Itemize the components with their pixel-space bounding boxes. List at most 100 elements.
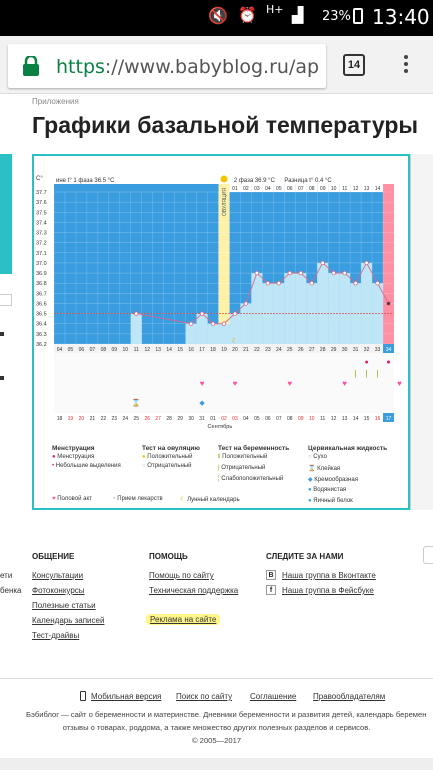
temp-line-segment (322, 262, 334, 274)
footer-link[interactable]: Тест-драйвы (32, 631, 80, 640)
y-tick-label: 37.5 (36, 210, 47, 216)
top-day-cell (350, 184, 362, 192)
y-tick-label: 36.4 (36, 322, 47, 328)
y-tick-label: 37.6 (36, 200, 47, 206)
today-date-cell (383, 413, 394, 422)
y-tick-label: 36.5 (36, 312, 47, 318)
legend-item: ¦ Слабоположительный (218, 476, 284, 482)
temp-point (210, 321, 216, 326)
copyright-year: © 2005—2017 (191, 736, 242, 745)
footer-nav-link[interactable]: Поиск по сайту (176, 692, 233, 701)
cycle-day-label: 14 (166, 347, 172, 353)
y-tick-label: 36.3 (36, 332, 47, 338)
overflow-menu-icon[interactable] (398, 52, 414, 78)
temp-point (386, 301, 391, 306)
y-tick-label: 36.6 (36, 301, 47, 307)
tab-switcher-button[interactable]: 14 (343, 54, 365, 76)
cycle-day-label: 21 (243, 347, 249, 353)
footer-link[interactable]: Календарь записей (32, 616, 105, 625)
right-panel-edge (410, 154, 433, 510)
cycle-day-label: 18 (210, 347, 216, 353)
y-tick-label: 37.7 (36, 190, 47, 196)
footer-link[interactable]: Техническая поддержка (149, 586, 239, 595)
ovulation-column (218, 184, 230, 344)
cycle-day-label: 17 (199, 347, 205, 353)
footer-link[interactable]: Консультации (32, 571, 84, 580)
egg-white-icon: ● (308, 498, 312, 504)
marker-area (54, 353, 394, 413)
heart-marker: ♥ (342, 379, 347, 388)
footer-link[interactable]: Фотоконкурсы (32, 586, 85, 595)
footer-link[interactable]: Помощь по сайту (149, 571, 214, 580)
cycle-day-label: 30 (342, 347, 348, 353)
footer-heading: ПОМОЩЬ (149, 552, 188, 561)
date-label: 21 (90, 416, 96, 422)
temp-line-segment (234, 303, 247, 314)
heart-marker: ♥ (200, 379, 205, 388)
cycle-day-label: 32 (364, 347, 370, 353)
top-day-label: 05 (276, 186, 282, 192)
cream-icon: ◆ (308, 477, 313, 483)
circle-icon: ○ (308, 454, 312, 460)
footer-nav-link[interactable]: Соглашение (250, 692, 297, 701)
cut-link[interactable]: бенка (0, 586, 22, 595)
top-day-label: 09 (320, 186, 326, 192)
heart-marker: ♥ (287, 379, 292, 388)
date-label: 01 (210, 416, 216, 422)
footer-nav-link[interactable]: Правообладателям (313, 692, 386, 701)
footer-link[interactable]: Полезные статьи (32, 601, 96, 610)
temp-bar (361, 262, 373, 344)
temp-point (298, 270, 303, 276)
temp-line-segment (256, 272, 269, 284)
cycle-day-label: 26 (298, 347, 304, 353)
temp-line-segment (245, 272, 258, 304)
date-label: 12 (331, 416, 337, 422)
cycle-day-label: 08 (101, 347, 107, 353)
legend-item: • Небольшие выделения (52, 463, 121, 469)
cycle-day-label: 33 (375, 347, 381, 353)
temp-bar (317, 262, 329, 344)
temp-line-segment (278, 272, 291, 284)
legend-cervical-title: Цервикальная жидкость (308, 445, 388, 452)
top-day-label: 14 (375, 186, 381, 192)
network-type: H+ (266, 3, 284, 16)
top-day-label: 10 (331, 186, 337, 192)
date-label: 15 (364, 416, 370, 422)
drop-marker: ● (364, 359, 368, 366)
cycle-day-label: 29 (331, 347, 337, 353)
legend-item: ● Положительный (142, 454, 193, 460)
sun-icon (220, 175, 228, 183)
top-day-label: 08 (309, 186, 315, 192)
y-tick-label: 37.3 (36, 231, 47, 237)
temp-line-segment (136, 313, 192, 325)
bbt-chart: ине t° 1 фаза 36.5 °C 2 фаза 36.9 °C Разни… (34, 156, 408, 508)
cut-link[interactable]: ети (0, 571, 13, 580)
date-label: 10 (309, 416, 315, 422)
drop-icon: ● (52, 454, 56, 460)
legend-item: ● Водянистая (308, 487, 347, 493)
cycle-day-label: 20 (232, 347, 238, 353)
mobile-icon (80, 691, 86, 701)
date-label: 30 (188, 416, 194, 422)
cycle-day-label: 10 (123, 347, 129, 353)
breadcrumb[interactable]: Приложения (32, 97, 79, 106)
url-text: https://www.babyblog.ru/ap (56, 56, 320, 78)
footer-link[interactable]: Наша группа в Вконтакте (282, 571, 376, 580)
footer-link-ads[interactable]: Реклама на сайте (146, 614, 221, 625)
copyright-text: Бэбиблог — сайт о беременности и материн… (26, 710, 427, 719)
cut-button[interactable] (423, 546, 433, 564)
footer-nav-link[interactable]: Мобильная версия (91, 692, 162, 701)
footer-link[interactable]: Наша группа в Фейсбуке (282, 586, 374, 595)
temp-bar (130, 313, 142, 344)
bbt-chart-svg[interactable]: ине t° 1 фаза 36.5 °C 2 фаза 36.9 °C Разни… (34, 156, 408, 446)
date-label: 28 (166, 416, 172, 422)
cycle-day-label: 24 (276, 347, 282, 353)
date-label: 31 (199, 416, 205, 422)
temp-bar (372, 283, 384, 344)
page-title: Графики базальной температуры (32, 112, 419, 138)
top-day-cell (251, 184, 263, 192)
battery-icon (353, 8, 363, 24)
address-bar[interactable]: https://www.babyblog.ru/ap (8, 44, 326, 88)
temp-point (375, 280, 380, 286)
legend-item: ● Яичный белок (308, 498, 353, 504)
